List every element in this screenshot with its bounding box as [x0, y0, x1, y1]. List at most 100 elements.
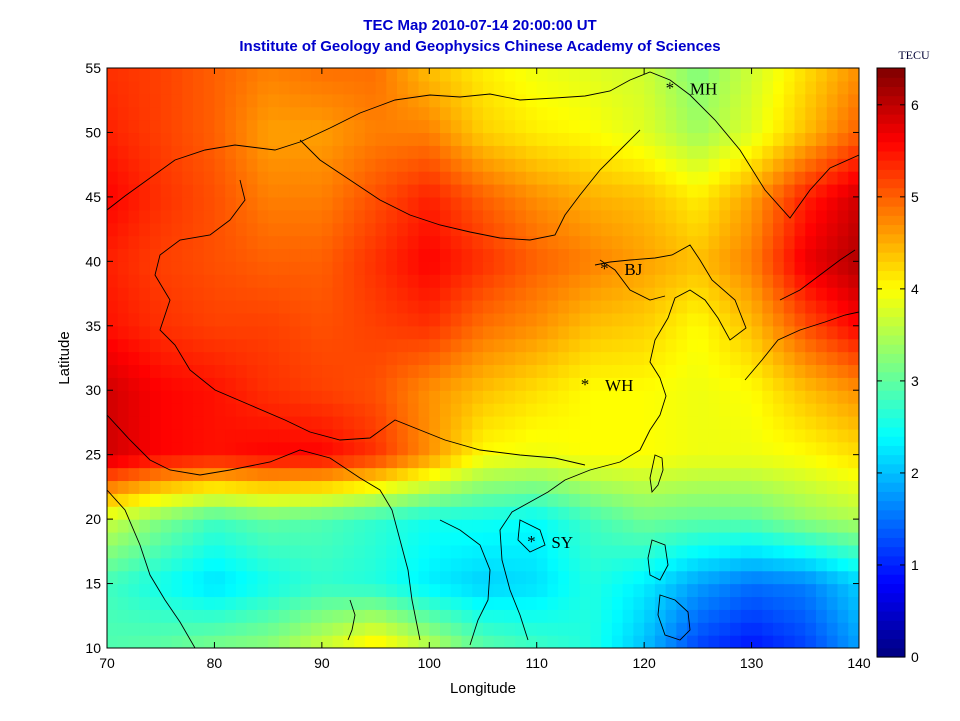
heat-cell [386, 596, 398, 610]
heat-cell [826, 119, 839, 134]
heat-cell [343, 544, 355, 559]
heat-cell [837, 428, 849, 443]
heat-cell [450, 403, 463, 417]
heat-cell [182, 467, 194, 482]
heat-cell [515, 106, 527, 121]
heat-cell [300, 519, 312, 533]
heat-cell [397, 506, 409, 520]
heat-cell [611, 261, 624, 275]
heat-cell [107, 493, 119, 507]
heat-cell [139, 184, 151, 198]
heat-cell [751, 80, 763, 95]
heat-cell [182, 622, 194, 636]
heat-cell [493, 364, 506, 378]
heat-cell [343, 222, 355, 237]
heat-cell [375, 377, 387, 391]
heat-cell [730, 184, 742, 198]
heat-cell [128, 403, 140, 417]
heat-cell [525, 145, 538, 159]
heat-cell [192, 570, 205, 585]
heat-cell [568, 635, 581, 648]
heat-cell [483, 235, 495, 250]
heat-cell [493, 583, 506, 598]
heat-cell [300, 428, 312, 443]
heat-cell [504, 609, 516, 623]
heat-cell [644, 338, 656, 353]
heat-cell [783, 596, 796, 610]
heat-cell [676, 325, 688, 340]
heat-cell [429, 377, 441, 391]
heat-cell [515, 635, 527, 648]
heat-cell [644, 93, 656, 108]
heat-cell [708, 557, 720, 572]
heat-cell [192, 609, 205, 623]
heat-cell [504, 635, 516, 648]
heat-cell [461, 158, 473, 172]
heat-cell [268, 428, 280, 443]
heat-cell [515, 209, 527, 224]
heat-cell [257, 312, 269, 327]
heat-cell [762, 609, 774, 623]
heat-cell [483, 196, 495, 211]
heat-cell [848, 184, 859, 198]
heat-cell [257, 248, 269, 262]
heat-cell [687, 68, 699, 82]
heat-cell [579, 248, 592, 262]
heat-cell [364, 235, 377, 250]
heat-cell [278, 325, 291, 340]
heat-cell [697, 428, 710, 443]
heat-cell [343, 119, 355, 134]
heat-cell [644, 300, 656, 314]
heat-cell [826, 441, 839, 456]
heat-cell [687, 274, 699, 288]
heat-cell [364, 493, 377, 507]
colorbar-swatch [877, 196, 905, 207]
heat-cell [117, 441, 130, 456]
heat-cell [826, 583, 839, 598]
heat-cell [472, 493, 484, 507]
heat-cell [536, 454, 549, 469]
heat-cell [300, 544, 312, 559]
heat-cell [397, 622, 409, 636]
heat-cell [225, 261, 237, 275]
heat-cell [429, 171, 441, 185]
heat-cell [794, 377, 806, 391]
heat-cell [805, 416, 817, 430]
heat-cell [117, 325, 130, 340]
heat-cell [654, 454, 667, 469]
heat-cell [321, 93, 334, 108]
heat-cell [676, 235, 688, 250]
heat-cell [429, 519, 441, 533]
heat-cell [515, 235, 527, 250]
heat-cell [472, 441, 484, 456]
heat-cell [257, 93, 269, 108]
heat-cell [289, 480, 301, 494]
heat-cell [751, 390, 763, 404]
heat-cell [504, 544, 516, 559]
heat-cell [440, 596, 452, 610]
heat-cell [289, 403, 301, 417]
heat-cell [300, 93, 312, 108]
heat-cell [558, 403, 570, 417]
heat-cell [235, 416, 248, 430]
colorbar-swatch [877, 104, 905, 115]
heat-cell [740, 119, 753, 134]
heat-cell [611, 119, 624, 134]
heat-cell [289, 274, 301, 288]
heat-cell [321, 248, 334, 262]
heat-cell [225, 622, 237, 636]
heat-cell [160, 209, 173, 224]
heat-cell [311, 300, 323, 314]
heat-cell [300, 635, 312, 648]
heat-cell [579, 312, 592, 327]
heat-cell [601, 222, 613, 237]
heat-cell [558, 235, 570, 250]
heat-cell [611, 519, 624, 533]
heat-cell [450, 596, 463, 610]
heat-cell [676, 609, 688, 623]
heat-cell [354, 532, 366, 546]
heat-cell [171, 338, 183, 353]
heat-cell [622, 171, 634, 185]
heat-cell [440, 467, 452, 482]
